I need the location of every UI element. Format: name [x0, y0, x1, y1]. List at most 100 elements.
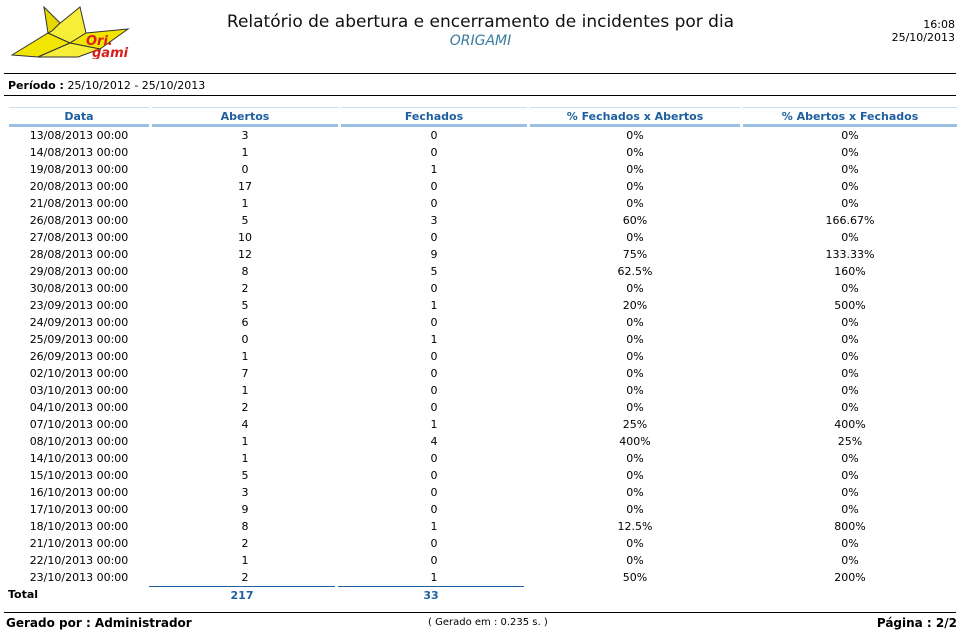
cell-data: 23/09/2013 00:00 — [29, 299, 129, 312]
cell-fechados: 5 — [430, 265, 438, 278]
cell-fechados: 0 — [430, 469, 438, 482]
cell-abertos: 17 — [238, 180, 252, 193]
cell-data: 30/08/2013 00:00 — [29, 282, 129, 295]
cell-abertos: 0 — [241, 333, 249, 346]
cell-abertos: 8 — [241, 265, 249, 278]
cell-fechados: 0 — [430, 554, 438, 567]
table-row: 17/10/2013 00:00 9 0 0% 0% — [9, 501, 957, 518]
cell-fechados: 1 — [430, 333, 438, 346]
cell-pct-abertos-fechados: 0% — [841, 197, 859, 210]
table-row: 04/10/2013 00:00 2 0 0% 0% — [9, 399, 957, 416]
cell-fechados: 0 — [430, 316, 438, 329]
cell-fechados: 1 — [430, 520, 438, 533]
cell-pct-abertos-fechados: 0% — [841, 350, 859, 363]
cell-data: 21/10/2013 00:00 — [29, 537, 129, 550]
column-header-abertos: Abertos — [152, 107, 338, 127]
cell-pct-abertos-fechados: 0% — [841, 129, 859, 142]
cell-abertos: 7 — [241, 367, 249, 380]
cell-pct-fechados-abertos: 0% — [626, 350, 644, 363]
table-row: 21/08/2013 00:00 1 0 0% 0% — [9, 195, 957, 212]
cell-pct-fechados-abertos: 0% — [626, 469, 644, 482]
cell-data: 14/08/2013 00:00 — [29, 146, 129, 159]
cell-fechados: 0 — [430, 197, 438, 210]
cell-fechados: 0 — [430, 486, 438, 499]
cell-abertos: 5 — [241, 299, 249, 312]
cell-pct-abertos-fechados: 0% — [841, 231, 859, 244]
cell-fechados: 1 — [430, 299, 438, 312]
cell-pct-abertos-fechados: 133.33% — [825, 248, 875, 261]
origami-logo: Ori. gami — [8, 3, 133, 61]
table-row: 20/08/2013 00:00 17 0 0% 0% — [9, 178, 957, 195]
cell-abertos: 1 — [241, 350, 249, 363]
table-row: 29/08/2013 00:00 8 5 62.5% 160% — [9, 263, 957, 280]
cell-data: 24/09/2013 00:00 — [29, 316, 129, 329]
cell-abertos: 2 — [241, 571, 249, 584]
cell-abertos: 4 — [241, 418, 249, 431]
cell-abertos: 2 — [241, 537, 249, 550]
cell-fechados: 0 — [430, 180, 438, 193]
period-label: Período : — [8, 79, 64, 92]
cell-pct-fechados-abertos: 0% — [626, 180, 644, 193]
cell-pct-abertos-fechados: 0% — [841, 554, 859, 567]
cell-fechados: 0 — [430, 129, 438, 142]
cell-data: 03/10/2013 00:00 — [29, 384, 129, 397]
cell-data: 16/10/2013 00:00 — [29, 486, 129, 499]
cell-pct-fechados-abertos: 0% — [626, 231, 644, 244]
cell-abertos: 1 — [241, 452, 249, 465]
incidents-table: Data Abertos Fechados % Fechados x Abert… — [6, 107, 960, 586]
cell-abertos: 2 — [241, 282, 249, 295]
cell-abertos: 3 — [241, 486, 249, 499]
table-row: 14/08/2013 00:00 1 0 0% 0% — [9, 144, 957, 161]
cell-data: 23/10/2013 00:00 — [29, 571, 129, 584]
cell-pct-abertos-fechados: 0% — [841, 282, 859, 295]
cell-fechados: 0 — [430, 367, 438, 380]
cell-pct-abertos-fechados: 166.67% — [825, 214, 875, 227]
cell-pct-abertos-fechados: 25% — [837, 435, 863, 448]
cell-pct-abertos-fechados: 800% — [834, 520, 866, 533]
cell-pct-abertos-fechados: 0% — [841, 384, 859, 397]
table-row: 16/10/2013 00:00 3 0 0% 0% — [9, 484, 957, 501]
cell-pct-fechados-abertos: 0% — [626, 384, 644, 397]
cell-abertos: 1 — [241, 146, 249, 159]
report-subtitle: ORIGAMI — [449, 33, 512, 49]
cell-fechados: 0 — [430, 146, 438, 159]
cell-data: 04/10/2013 00:00 — [29, 401, 129, 414]
cell-pct-fechados-abertos: 75% — [622, 248, 648, 261]
cell-pct-fechados-abertos: 12.5% — [617, 520, 653, 533]
cell-pct-abertos-fechados: 0% — [841, 163, 859, 176]
cell-fechados: 0 — [430, 503, 438, 516]
cell-fechados: 0 — [430, 350, 438, 363]
table-row: 25/09/2013 00:00 0 1 0% 0% — [9, 331, 957, 348]
table-row: 21/10/2013 00:00 2 0 0% 0% — [9, 535, 957, 552]
cell-pct-abertos-fechados: 0% — [841, 401, 859, 414]
cell-abertos: 5 — [241, 214, 249, 227]
cell-abertos: 2 — [241, 401, 249, 414]
period-line: Período : 25/10/2012 - 25/10/2013 — [8, 79, 205, 92]
cell-data: 13/08/2013 00:00 — [29, 129, 129, 142]
cell-pct-abertos-fechados: 200% — [834, 571, 866, 584]
table-row: 02/10/2013 00:00 7 0 0% 0% — [9, 365, 957, 382]
cell-pct-fechados-abertos: 62.5% — [617, 265, 653, 278]
cell-fechados: 1 — [430, 418, 438, 431]
cell-abertos: 10 — [238, 231, 252, 244]
cell-fechados: 3 — [430, 214, 438, 227]
table-row: 15/10/2013 00:00 5 0 0% 0% — [9, 467, 957, 484]
cell-pct-fechados-abertos: 0% — [626, 554, 644, 567]
cell-pct-fechados-abertos: 0% — [626, 316, 644, 329]
svg-text:gami: gami — [92, 46, 129, 59]
cell-pct-abertos-fechados: 0% — [841, 486, 859, 499]
cell-pct-abertos-fechados: 0% — [841, 333, 859, 346]
cell-pct-fechados-abertos: 20% — [622, 299, 648, 312]
cell-pct-fechados-abertos: 400% — [619, 435, 651, 448]
table-row: 27/08/2013 00:00 10 0 0% 0% — [9, 229, 957, 246]
cell-data: 17/10/2013 00:00 — [29, 503, 129, 516]
cell-fechados: 0 — [430, 231, 438, 244]
cell-pct-abertos-fechados: 0% — [841, 316, 859, 329]
column-header-pct-abertos-fechados: % Abertos x Fechados — [743, 107, 957, 127]
total-abertos: 217 — [149, 586, 335, 604]
report-datetime: 16:08 25/10/2013 — [892, 18, 955, 44]
table-row: 26/09/2013 00:00 1 0 0% 0% — [9, 348, 957, 365]
cell-abertos: 8 — [241, 520, 249, 533]
cell-pct-fechados-abertos: 60% — [622, 214, 648, 227]
report-date: 25/10/2013 — [891, 31, 955, 44]
